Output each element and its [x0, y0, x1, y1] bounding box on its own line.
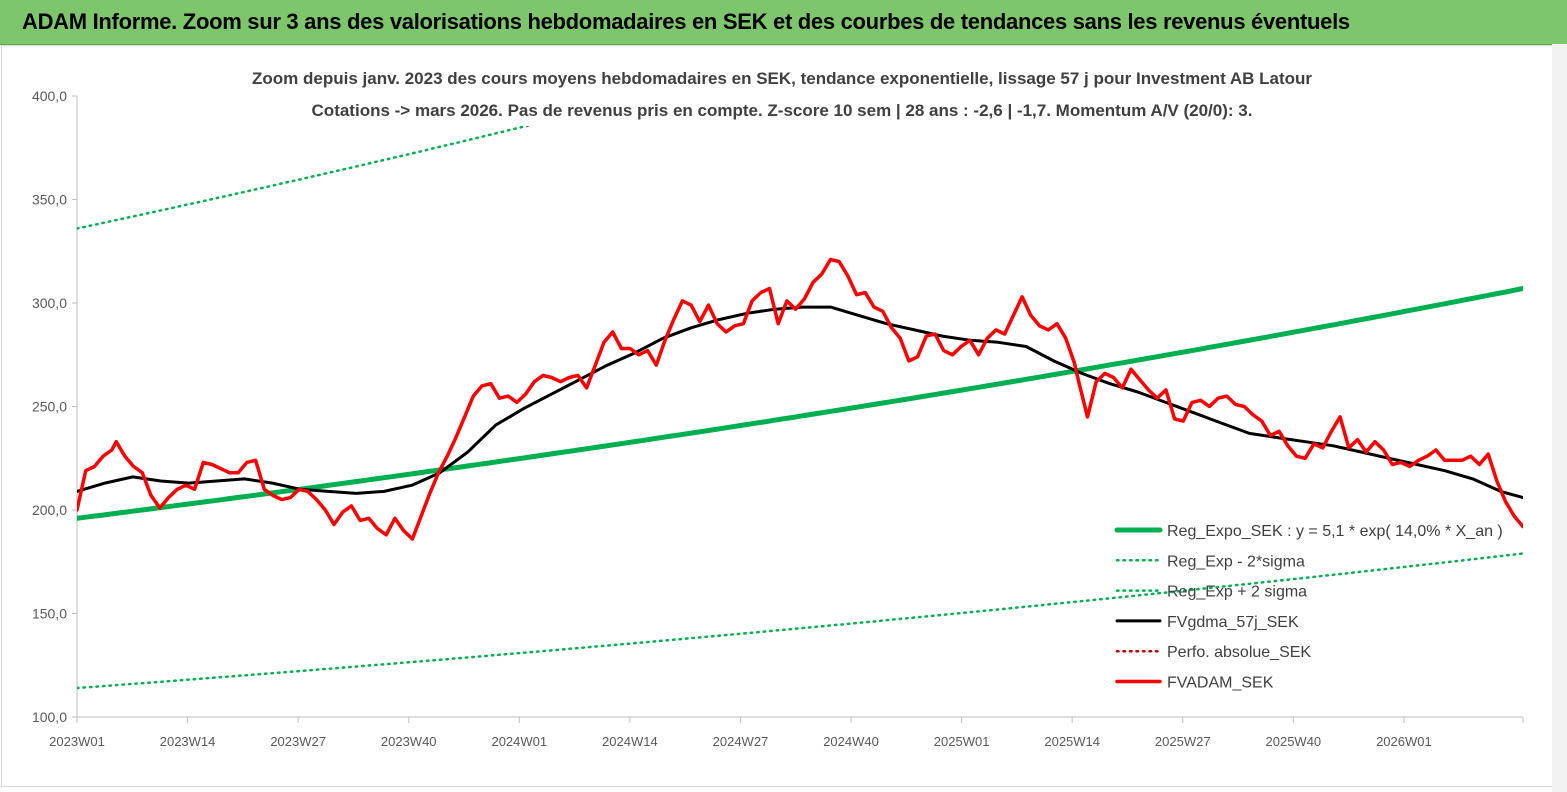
legend-fvgdma-label: FVgdma_57j_SEK: [1167, 614, 1299, 631]
chart-subtitle-line1: Zoom depuis janv. 2023 des cours moyens …: [252, 69, 1312, 88]
y-tick-label: 100,0: [32, 709, 67, 725]
reg-expo-line: [77, 286, 1523, 521]
legend-reg-exp-plus-label: Reg_Exp + 2 sigma: [1167, 584, 1307, 601]
x-tick-label: 2026W01: [1376, 734, 1432, 749]
y-tick-label: 250,0: [32, 399, 67, 415]
y-tick-label: 400,0: [32, 88, 67, 104]
chart-subtitle-line2: Cotations -> mars 2026. Pas de revenus p…: [312, 101, 1253, 120]
x-tick-label: 2025W14: [1044, 734, 1100, 749]
y-tick-label: 150,0: [32, 606, 67, 622]
x-tick-label: 2024W01: [491, 734, 547, 749]
y-tick-label: 200,0: [32, 502, 67, 518]
chart-frame: [1, 45, 1556, 787]
reg-exp-minus-2sigma-line: [77, 552, 1523, 690]
x-tick-label: 2024W40: [823, 734, 879, 749]
x-tick-label: 2023W40: [381, 734, 437, 749]
chart-legend: Reg_Expo_SEK : y = 5,1 * exp( 14,0% * X_…: [1114, 523, 1503, 692]
x-tick-label: 2025W27: [1155, 734, 1211, 749]
page-title: ADAM Informe. Zoom sur 3 ans des valoris…: [22, 9, 1350, 34]
title-banner: ADAM Informe. Zoom sur 3 ans des valoris…: [0, 0, 1567, 45]
chart-series: [77, 96, 1523, 690]
subtitle-backdrop: [232, 58, 1332, 126]
x-tick-label: 2025W40: [1266, 734, 1322, 749]
x-tick-label: 2025W01: [934, 734, 990, 749]
legend-perfo-absolue-label: Perfo. absolue_SEK: [1167, 644, 1311, 661]
legend-reg-expo-label: Reg_Expo_SEK : y = 5,1 * exp( 14,0% * X_…: [1167, 523, 1503, 540]
moving-average-line: [77, 305, 1523, 500]
legend-reg-exp-minus-label: Reg_Exp - 2*sigma: [1167, 553, 1305, 570]
legend-fvadam-label: FVADAM_SEK: [1167, 675, 1274, 692]
chart-axes: 100,0 150,0 200,0 250,0 300,0 350,0 400,0 2023W…: [32, 88, 1524, 749]
right-scroll-area: [1552, 44, 1567, 792]
x-tick-label: 2024W14: [602, 734, 658, 749]
reg-exp-plus-2sigma-line: [77, 96, 652, 230]
x-tick-label: 2023W01: [49, 734, 105, 749]
x-tick-label: 2024W27: [713, 734, 769, 749]
y-tick-label: 350,0: [32, 192, 67, 208]
x-tick-label: 2023W14: [160, 734, 216, 749]
y-tick-label: 300,0: [32, 295, 67, 311]
x-tick-label: 2023W27: [270, 734, 326, 749]
fvadam-price-line: [77, 257, 1523, 541]
